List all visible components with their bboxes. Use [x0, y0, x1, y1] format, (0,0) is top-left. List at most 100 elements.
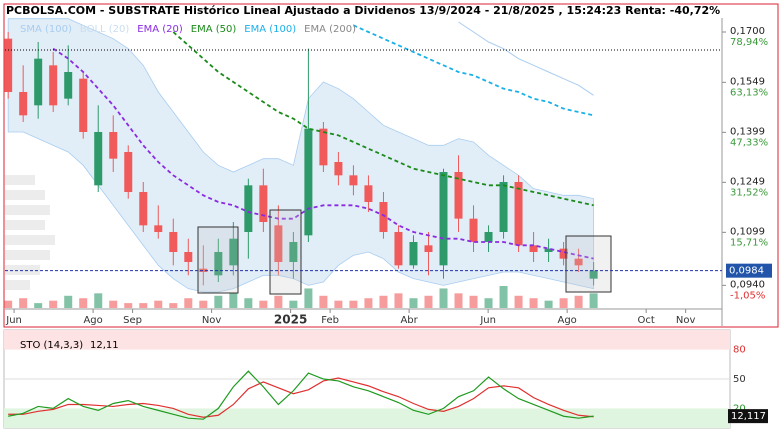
overlay-line — [458, 21, 594, 96]
candle-body — [304, 128, 313, 236]
candle-body — [154, 225, 163, 232]
y-tick-label: 0,1099 — [730, 226, 765, 237]
candle-body — [349, 175, 358, 186]
pct-label: 15,71% — [730, 237, 768, 248]
volume-bar — [424, 295, 433, 308]
legend-entry: EMA (20) — [137, 24, 183, 35]
x-tick-label: Feb — [321, 315, 339, 326]
x-tick-label: Jun — [5, 315, 22, 326]
volume-bar — [334, 300, 343, 308]
volume-bar — [109, 300, 118, 308]
volume-bar — [34, 303, 43, 308]
volume-bar — [499, 286, 508, 308]
candle-body — [439, 172, 448, 266]
candle-body — [4, 38, 13, 92]
x-tick-label: Sep — [123, 315, 142, 326]
volume-bar — [229, 293, 238, 308]
volume-bar — [79, 298, 88, 308]
pct-label: 63,13% — [730, 87, 768, 98]
candle-body — [199, 268, 208, 272]
candle-body — [589, 270, 598, 279]
volume-profile — [5, 175, 55, 290]
candle-body — [514, 182, 523, 246]
candle-body — [94, 132, 103, 186]
sto-tick-label: 20 — [733, 403, 746, 414]
volume-bar — [4, 300, 13, 308]
overlay-line — [353, 24, 594, 117]
candle-body — [289, 242, 298, 262]
candle-body — [499, 182, 508, 232]
candle-body — [109, 132, 118, 159]
legend-entry: SMA (100) — [20, 24, 72, 35]
volume-bar — [94, 293, 103, 308]
pct-label: 47,33% — [730, 137, 768, 148]
volume-bar — [319, 295, 328, 308]
volume-bar — [289, 300, 298, 308]
sto-line — [8, 370, 594, 420]
volume-bar — [394, 293, 403, 308]
volume-bar — [154, 300, 163, 308]
x-tick-label: Nov — [202, 315, 222, 326]
last-price-label: 0,0984 — [729, 266, 764, 277]
x-tick-label: Oct — [638, 315, 655, 326]
volume-bar — [589, 293, 598, 308]
volume-bar — [259, 300, 268, 308]
legend-entry: BOLL (20) — [80, 24, 130, 35]
x-tick-label: Ago — [557, 315, 576, 326]
sto-value: 12,11 — [90, 340, 119, 351]
legend-entry: EMA (200) — [304, 24, 356, 35]
candle-body — [319, 128, 328, 166]
volume-bar — [364, 298, 373, 308]
candle-body — [454, 172, 463, 219]
candle-body — [49, 65, 58, 106]
pct-label: 31,52% — [730, 187, 768, 198]
overbought-zone — [4, 330, 730, 350]
volume-bar — [469, 295, 478, 308]
volume-bar — [49, 300, 58, 308]
volume-bar — [349, 300, 358, 308]
pct-label: -1,05% — [730, 290, 765, 301]
candle-body — [469, 218, 478, 242]
candle-body — [34, 58, 43, 106]
x-tick-label: 2025 — [274, 313, 307, 327]
volume-bar — [574, 295, 583, 308]
volume-bar — [214, 295, 223, 308]
volume-bar — [199, 300, 208, 308]
candle-body — [229, 238, 238, 266]
legend-entry: EMA (100) — [244, 24, 296, 35]
candle-body — [19, 92, 28, 116]
candle-body — [244, 185, 253, 232]
oversold-zone — [4, 408, 730, 428]
candle-body — [139, 192, 148, 226]
candle-body — [169, 232, 178, 252]
volume-bar — [274, 295, 283, 308]
volume-bar — [64, 295, 73, 308]
sto-last-label: 12,117 — [731, 411, 766, 422]
sto-tick-label: 80 — [733, 345, 746, 356]
candle-body — [424, 245, 433, 252]
x-tick-label: Nov — [676, 315, 696, 326]
volume-bar — [139, 303, 148, 308]
y-tick-label: 0,1249 — [730, 176, 765, 187]
x-tick-label: Jun — [479, 315, 496, 326]
legend-entry: EMA (50) — [191, 24, 237, 35]
candle-body — [379, 202, 388, 232]
candle-body — [484, 232, 493, 242]
y-tick-label: 0,1399 — [730, 126, 765, 137]
volume-bar — [454, 293, 463, 308]
overlay-line — [52, 47, 594, 260]
pct-label: 78,94% — [730, 37, 768, 48]
last-price-box — [726, 263, 772, 278]
candle-body — [79, 78, 88, 132]
x-tick-label: Ago — [83, 315, 102, 326]
volume-bar — [544, 300, 553, 308]
volume-bar — [169, 303, 178, 308]
candle-body — [559, 248, 568, 259]
candle-body — [124, 152, 133, 192]
candle-body — [214, 252, 223, 276]
candle-body — [574, 258, 583, 266]
x-tick-label: Abr — [400, 315, 418, 326]
volume-bar — [19, 298, 28, 308]
sto-line — [8, 377, 594, 418]
